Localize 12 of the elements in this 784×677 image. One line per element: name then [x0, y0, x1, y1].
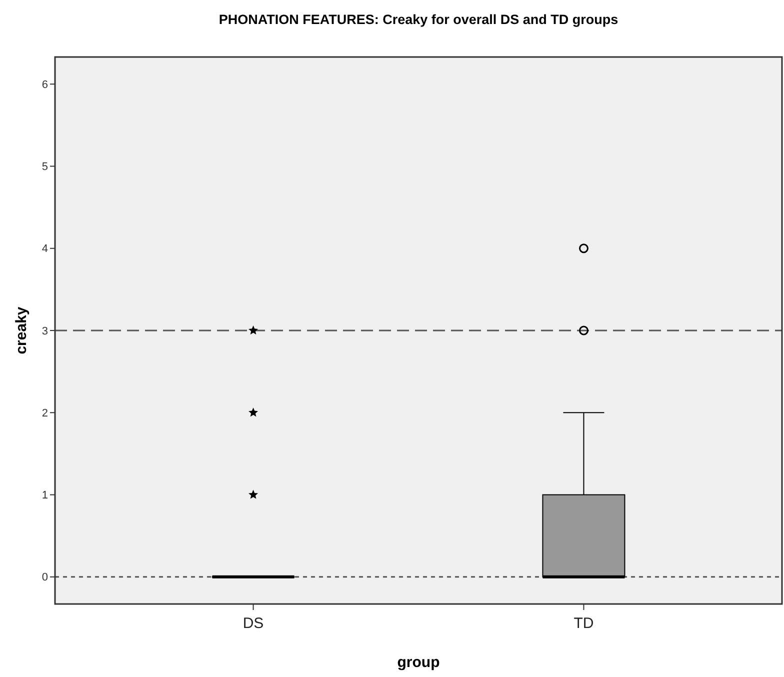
- x-tick-label: TD: [574, 615, 594, 632]
- y-tick-label: 2: [42, 407, 48, 420]
- x-axis-title: group: [397, 654, 440, 671]
- y-tick-label: 0: [42, 572, 48, 584]
- y-tick-label: 4: [42, 243, 48, 256]
- y-tick-label: 5: [42, 161, 48, 174]
- chart-title: PHONATION FEATURES: Creaky for overall DS and TD groups: [218, 12, 618, 27]
- y-tick-label: 3: [42, 325, 48, 338]
- y-tick-label: 6: [42, 78, 48, 91]
- y-tick-label: 1: [42, 490, 48, 502]
- y-axis-title: creaky: [13, 306, 30, 354]
- x-tick-label: DS: [242, 615, 264, 632]
